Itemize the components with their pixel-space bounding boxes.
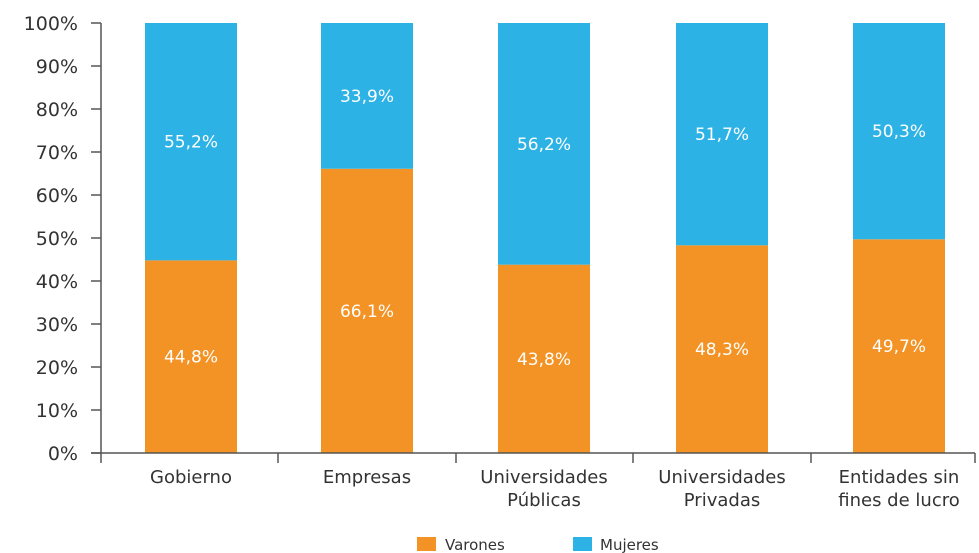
bar-varones-0 <box>145 260 237 453</box>
x-category-label: Empresas <box>323 467 411 488</box>
legend-label-mujeres: Mujeres <box>600 536 659 553</box>
bar-mujeres-3 <box>676 23 768 246</box>
x-category-label: Universidades <box>480 467 607 488</box>
bar-value-label: 51,7% <box>695 125 749 145</box>
legend-label-varones: Varones <box>445 536 505 553</box>
x-category-label: Universidades <box>658 467 785 488</box>
y-tick-label: 60% <box>36 185 78 207</box>
legend-swatch-mujeres <box>573 537 592 551</box>
y-tick-label: 90% <box>36 56 78 78</box>
y-tick-label: 20% <box>36 357 78 379</box>
legend-swatch-varones <box>417 537 436 551</box>
y-tick-label: 80% <box>36 99 78 121</box>
y-tick-label: 70% <box>36 142 78 164</box>
x-category-label: Públicas <box>507 490 581 511</box>
y-tick-label: 50% <box>36 228 78 250</box>
bar-value-label: 55,2% <box>164 133 218 153</box>
y-tick-label: 100% <box>24 13 78 35</box>
y-tick-label: 0% <box>48 443 78 465</box>
bar-value-label: 44,8% <box>164 348 218 368</box>
bar-mujeres-4 <box>853 23 945 240</box>
bar-varones-3 <box>676 245 768 453</box>
bar-value-label: 66,1% <box>340 302 394 322</box>
y-tick-label: 30% <box>36 314 78 336</box>
bar-mujeres-2 <box>498 23 590 265</box>
y-tick-label: 40% <box>36 271 78 293</box>
bar-value-label: 50,3% <box>872 122 926 142</box>
y-tick-label: 10% <box>36 400 78 422</box>
bar-value-label: 49,7% <box>872 337 926 357</box>
bar-value-label: 56,2% <box>517 135 571 155</box>
bar-mujeres-1 <box>321 23 413 169</box>
x-category-label: Privadas <box>684 490 760 511</box>
bar-varones-1 <box>321 168 413 453</box>
x-category-label: fines de lucro <box>838 490 959 511</box>
x-category-label: Entidades sin <box>839 467 960 488</box>
x-category-label: Gobierno <box>150 467 232 488</box>
bar-varones-4 <box>853 239 945 453</box>
bar-value-label: 43,8% <box>517 350 571 370</box>
bar-mujeres-0 <box>145 23 237 261</box>
bar-value-label: 33,9% <box>340 87 394 107</box>
bar-varones-2 <box>498 264 590 453</box>
bar-value-label: 48,3% <box>695 340 749 360</box>
